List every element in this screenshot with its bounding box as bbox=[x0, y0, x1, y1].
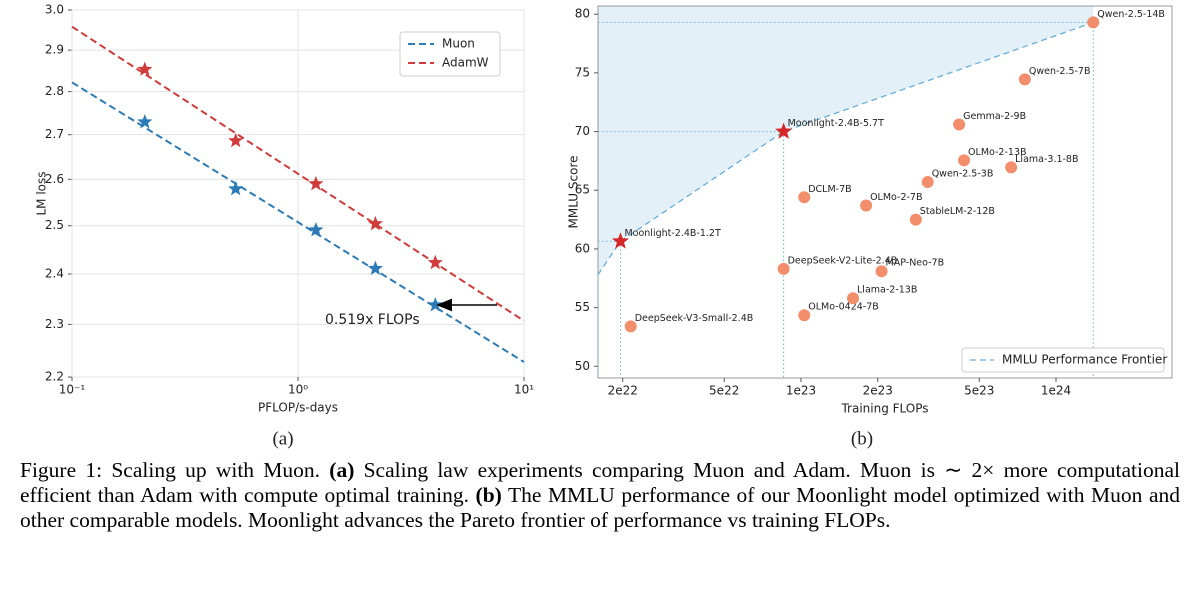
y-tick-label: 80 bbox=[575, 7, 590, 21]
x-axis-label: Training FLOPs bbox=[840, 402, 928, 416]
y-axis-label: MMLU Score bbox=[567, 155, 581, 228]
y-tick-label: 2.8 bbox=[45, 84, 64, 98]
y-tick-label: 3.0 bbox=[45, 3, 64, 17]
point-label: Moonlight-2.4B-5.7T bbox=[788, 118, 884, 129]
point-label: Qwen-2.5-14B bbox=[1097, 9, 1165, 20]
point bbox=[1018, 73, 1031, 86]
frontier-line bbox=[597, 21, 1094, 276]
point-label: OLMo-0424-7B bbox=[808, 302, 879, 313]
legend-label: MMLU Performance Frontier bbox=[1002, 353, 1167, 367]
point-label: MAP-Neo-7B bbox=[886, 258, 945, 269]
star-marker bbox=[367, 215, 383, 231]
fit-line bbox=[71, 81, 525, 363]
frontier-area bbox=[598, 6, 1094, 275]
star-marker bbox=[228, 132, 244, 148]
x-tick-label: 10⁻¹ bbox=[59, 383, 86, 397]
y-tick-label: 2.3 bbox=[45, 317, 64, 331]
star-marker bbox=[228, 180, 244, 196]
point bbox=[1005, 161, 1018, 174]
point-label: Qwen-2.5-3B bbox=[932, 169, 994, 180]
star-marker bbox=[611, 232, 630, 249]
plot-area bbox=[597, 5, 1173, 379]
y-tick-label: 2.4 bbox=[45, 267, 64, 281]
point bbox=[860, 199, 873, 212]
caption-text: Figure 1: Scaling up with Muon. bbox=[20, 458, 330, 482]
point-label: Llama-3.1-8B bbox=[1015, 154, 1078, 165]
x-tick-label: 10¹ bbox=[514, 383, 534, 397]
star-marker bbox=[427, 297, 443, 312]
star-marker bbox=[137, 114, 153, 129]
annotation-text: 0.519x FLOPs bbox=[325, 312, 420, 328]
star-marker bbox=[427, 254, 443, 270]
point-label: Llama-2-13B bbox=[857, 285, 917, 296]
legend-label: Muon bbox=[442, 37, 475, 51]
point bbox=[798, 191, 811, 204]
star-marker bbox=[775, 122, 793, 139]
y-tick-label: 75 bbox=[575, 65, 590, 79]
y-tick-label: 2.9 bbox=[45, 43, 64, 57]
point-label: DeepSeek-V2-Lite-2.4B bbox=[788, 255, 898, 266]
point bbox=[777, 262, 790, 275]
x-tick-label: 1e23 bbox=[786, 384, 816, 398]
y-tick-label: 60 bbox=[575, 241, 590, 255]
y-tick-label: 2.6 bbox=[45, 172, 64, 186]
x-tick-label: 5e23 bbox=[964, 384, 994, 398]
x-tick-label: 5e22 bbox=[709, 384, 739, 398]
y-axis-label: LM loss bbox=[35, 171, 49, 215]
star-marker bbox=[137, 61, 153, 76]
point bbox=[798, 309, 811, 322]
y-tick-label: 2.5 bbox=[45, 218, 64, 232]
point bbox=[909, 213, 922, 226]
y-tick-label: 55 bbox=[575, 300, 590, 314]
x-tick-label: 2e23 bbox=[863, 384, 893, 398]
fit-line bbox=[71, 25, 525, 322]
star-marker bbox=[308, 222, 324, 237]
point bbox=[953, 118, 966, 131]
caption-bold: (b) bbox=[475, 483, 502, 507]
caption-bold: (a) bbox=[329, 458, 355, 482]
point-label: Moonlight-2.4B-1.2T bbox=[624, 228, 720, 239]
point-label: DeepSeek-V3-Small-2.4B bbox=[635, 313, 754, 324]
point-label: StableLM-2-12B bbox=[920, 206, 995, 217]
legend-label: AdamW bbox=[442, 56, 489, 70]
x-tick-label: 2e22 bbox=[608, 384, 638, 398]
star-marker bbox=[308, 175, 324, 191]
caption-text: The MMLU performance of our Moonlight mo… bbox=[20, 483, 1180, 532]
caption: Figure 1: Scaling up with Muon. (a) Scal… bbox=[20, 458, 1180, 533]
caption-text: Scaling law experiments comparing Muon a… bbox=[20, 458, 1180, 507]
y-tick-label: 2.7 bbox=[45, 127, 64, 141]
legend-box bbox=[961, 347, 1165, 373]
star-marker bbox=[367, 260, 383, 276]
x-tick-label: 1e24 bbox=[1041, 384, 1071, 398]
figure: 2.2 2.3 2.4 2.5 2.6 2.7 2.8 2.9 3.0 10⁻¹ 10⁰ 10¹ PFL… bbox=[35, 3, 1173, 449]
point bbox=[875, 265, 888, 278]
y-tick-label: 2.2 bbox=[45, 370, 64, 384]
point bbox=[624, 320, 637, 333]
point bbox=[921, 176, 934, 189]
x-axis-label: PFLOP/s-days bbox=[258, 401, 338, 415]
point bbox=[1087, 16, 1100, 29]
point-label: OLMo-2-13B bbox=[968, 147, 1026, 158]
point bbox=[847, 292, 860, 305]
point-label: Gemma-2-9B bbox=[963, 111, 1026, 122]
panel-label: (a) bbox=[272, 428, 293, 449]
y-tick-label: 50 bbox=[575, 359, 590, 373]
point-label: OLMo-2-7B bbox=[870, 192, 922, 203]
point-label: Qwen-2.5-7B bbox=[1029, 66, 1091, 77]
y-tick-label: 70 bbox=[575, 124, 590, 138]
panel-label: (b) bbox=[851, 428, 873, 449]
point bbox=[958, 154, 971, 167]
y-tick-label: 65 bbox=[575, 183, 590, 197]
point-label: DCLM-7B bbox=[808, 184, 851, 195]
x-tick-label: 10⁰ bbox=[288, 383, 308, 397]
